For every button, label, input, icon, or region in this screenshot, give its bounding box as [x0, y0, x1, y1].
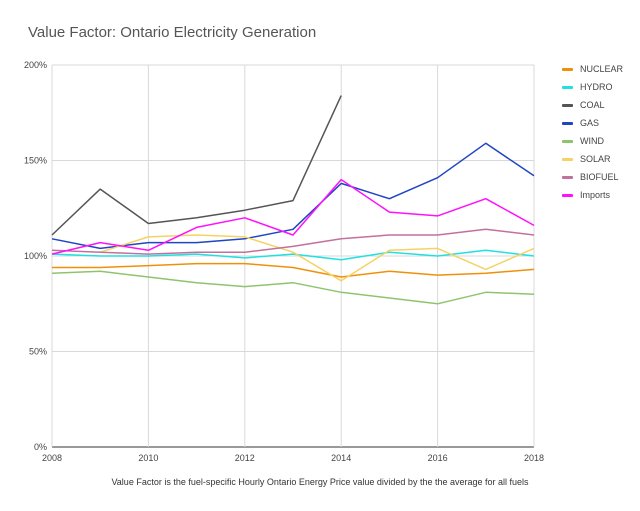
series-line-biofuel [51, 228, 535, 255]
series-line-nuclear [52, 262, 535, 278]
legend-item-coal: COAL [562, 96, 623, 114]
axis-ticks: 0% 50% 100% 150% 200% 2008 2010 2012 2014 2016 201… [24, 60, 544, 463]
y-tick-label: 200% [24, 60, 47, 70]
legend-label: BIOFUEL [580, 172, 619, 182]
legend: NUCLEAR HYDRO COAL GAS WIND SOLAR BIOFUEL Impor… [562, 60, 623, 204]
y-tick-label: 50% [29, 347, 47, 357]
legend-swatch [562, 193, 573, 197]
y-tick-label: 100% [24, 251, 47, 261]
series-line-solar [99, 234, 535, 282]
legend-swatch [562, 67, 573, 71]
legend-item-biofuel: BIOFUEL [562, 168, 623, 186]
chart-footnote: Value Factor is the fuel-specific Hourly… [111, 477, 529, 487]
legend-swatch [562, 139, 573, 143]
series-lines [51, 95, 535, 305]
legend-swatch [562, 175, 573, 179]
legend-swatch [562, 157, 573, 161]
legend-label: NUCLEAR [580, 64, 624, 74]
legend-label: SOLAR [580, 154, 611, 164]
legend-swatch [562, 85, 573, 89]
x-tick-label: 2012 [235, 453, 255, 463]
legend-item-solar: SOLAR [562, 150, 623, 168]
x-tick-label: 2014 [331, 453, 351, 463]
x-tick-label: 2010 [138, 453, 158, 463]
y-tick-label: 0% [34, 442, 47, 452]
legend-item-gas: GAS [562, 114, 623, 132]
series-line-gas [51, 142, 535, 250]
legend-swatch [562, 103, 573, 107]
chart-title: Value Factor: Ontario Electricity Genera… [28, 24, 317, 41]
legend-item-hydro: HYDRO [562, 78, 623, 96]
legend-label: Imports [580, 190, 611, 200]
x-tick-label: 2016 [428, 453, 448, 463]
legend-label: HYDRO [580, 82, 613, 92]
legend-label: WIND [580, 136, 604, 146]
x-tick-label: 2018 [524, 453, 544, 463]
legend-swatch [562, 121, 573, 125]
y-tick-label: 150% [24, 156, 47, 166]
legend-label: COAL [580, 100, 605, 110]
series-line-coal [51, 95, 342, 236]
legend-item-wind: WIND [562, 132, 623, 150]
series-line-hydro [51, 249, 535, 261]
x-tick-label: 2008 [42, 453, 62, 463]
legend-item-nuclear: NUCLEAR [562, 60, 623, 78]
series-line-imports [51, 178, 535, 255]
legend-item-imports: Imports [562, 186, 623, 204]
series-line-wind [51, 270, 535, 305]
legend-label: GAS [580, 118, 600, 128]
